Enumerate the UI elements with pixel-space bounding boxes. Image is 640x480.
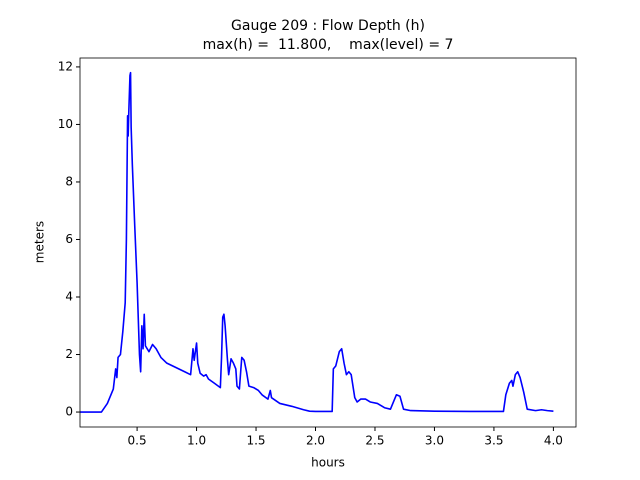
y-tick-label: 12: [58, 59, 73, 73]
x-tick-label: 3.5: [484, 434, 503, 448]
x-tick-label: 4.0: [544, 434, 563, 448]
chart-title: Gauge 209 : Flow Depth (h): [231, 18, 425, 34]
y-tick-label: 4: [65, 290, 73, 304]
chart-subtitle: max(h) = 11.800, max(level) = 7: [203, 37, 454, 53]
x-tick-label: 1.5: [246, 434, 265, 448]
x-tick-label: 0.5: [128, 434, 147, 448]
y-tick-label: 2: [65, 347, 73, 361]
x-axis-label: hours: [311, 456, 345, 470]
x-tick-label: 1.0: [187, 434, 206, 448]
plot-frame: [79, 57, 577, 428]
x-tick-label: 2.5: [365, 434, 384, 448]
y-tick-label: 10: [58, 117, 73, 131]
y-axis-label: meters: [33, 221, 47, 263]
y-tick-label: 6: [65, 232, 73, 246]
x-tick-label: 2.0: [306, 434, 325, 448]
data-line: [80, 71, 554, 413]
y-tick-label: 0: [65, 405, 73, 419]
x-tick-label: 3.0: [425, 434, 444, 448]
y-tick-label: 8: [65, 174, 73, 188]
